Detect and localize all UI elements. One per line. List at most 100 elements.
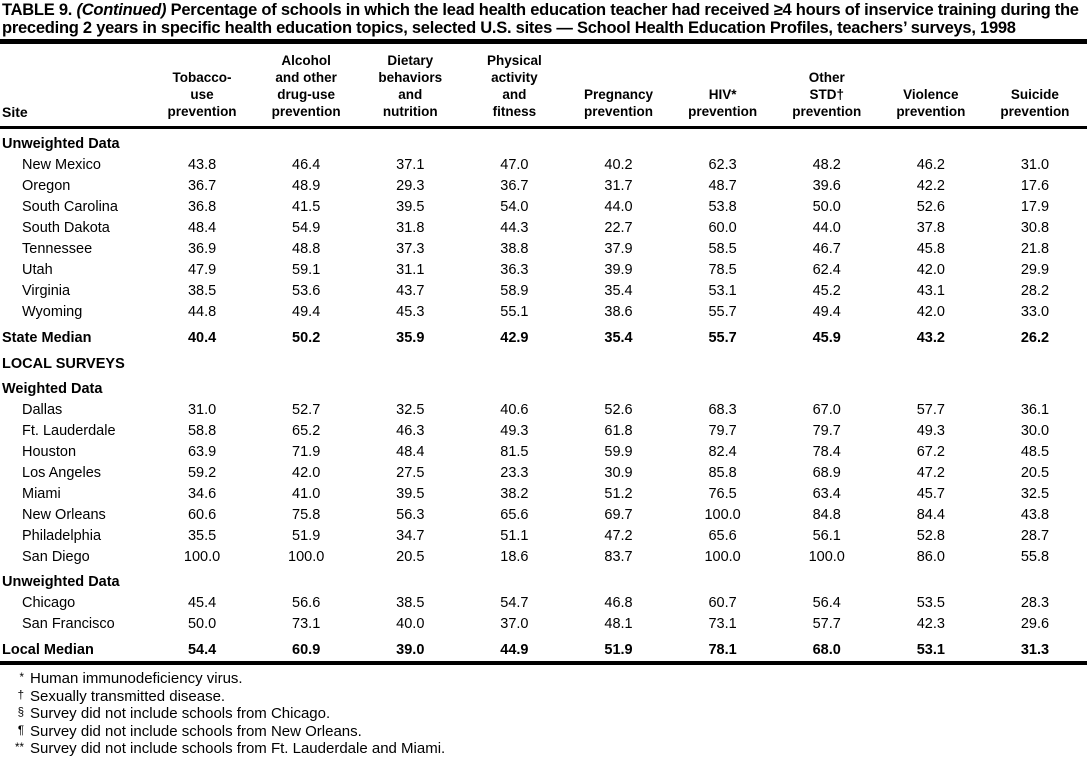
value-cell: 100.0	[704, 506, 741, 523]
column-header: Alcohol and other drug-use prevention	[254, 44, 359, 129]
value-cell: 59.1	[292, 261, 321, 278]
value-cell: 73.1	[292, 615, 321, 632]
value-cell: 65.6	[500, 506, 529, 523]
value-cell: 38.6	[604, 303, 633, 320]
footnote: ** Survey did not include schools from Ft…	[0, 740, 1085, 758]
value-cell: 42.0	[916, 261, 945, 278]
value-cell: 53.1	[708, 282, 737, 299]
value-cell: 35.4	[604, 282, 633, 299]
value-cell: 57.7	[916, 401, 945, 418]
value-cell: 58.5	[708, 240, 737, 257]
value-cell: 28.3	[1020, 594, 1050, 611]
table-row: Philadelphia 35.5 51.9 34.7 51.1 47.2 65.6 56.1…	[0, 525, 1087, 546]
table-row: Chicago 45.4 56.6 38.5 54.7 46.8 60.7 56.4 53.5 2…	[0, 592, 1087, 613]
value-cell: 42.3	[916, 615, 945, 632]
table-row: Oregon 36.7 48.9 29.3 36.7 31.7 48.7 39.6 42.2 17…	[0, 175, 1087, 196]
site-column-header: Site	[0, 44, 150, 129]
value-cell: 38.8	[500, 240, 529, 257]
value-cell: 78.4	[812, 443, 841, 460]
value-cell: 31.0	[187, 401, 217, 418]
value-cell: 42.9	[500, 330, 529, 346]
site-cell: New Orleans	[22, 506, 106, 523]
section-label: Unweighted Data	[2, 574, 120, 590]
value-cell: 44.0	[812, 219, 841, 236]
footnote-marker: †	[17, 689, 24, 702]
value-cell: 50.0	[812, 198, 841, 215]
value-cell: 46.2	[916, 156, 945, 173]
section-label: LOCAL SURVEYS	[2, 356, 125, 372]
value-cell: 75.8	[292, 506, 321, 523]
footnote-text: Survey did not include schools from Chic…	[30, 705, 331, 722]
value-cell: 35.9	[396, 330, 425, 346]
value-cell: 31.3	[1020, 642, 1050, 658]
site-cell: Local Median	[2, 642, 94, 658]
value-cell: 48.7	[708, 177, 737, 194]
value-cell: 42.0	[292, 464, 321, 481]
value-cell: 69.7	[604, 506, 633, 523]
site-cell: San Francisco	[22, 615, 115, 632]
value-cell: 65.6	[708, 527, 737, 544]
value-cell: 48.4	[396, 443, 425, 460]
site-cell: New Mexico	[22, 156, 101, 173]
value-cell: 28.7	[1020, 527, 1050, 544]
value-cell: 39.0	[396, 642, 425, 658]
value-cell: 36.1	[1020, 401, 1050, 418]
table-row: Virginia 38.5 53.6 43.7 58.9 35.4 53.1 45.2 43.1…	[0, 280, 1087, 301]
table-row: San Diego 100.0 100.0 20.5 18.6 83.7 100.0 100.…	[0, 546, 1087, 567]
value-cell: 34.7	[396, 527, 425, 544]
value-cell: 54.7	[500, 594, 529, 611]
value-cell: 63.4	[812, 485, 841, 502]
site-cell: Tennessee	[22, 240, 93, 257]
value-cell: 73.1	[708, 615, 737, 632]
value-cell: 37.1	[396, 156, 425, 173]
value-cell: 83.7	[604, 548, 633, 565]
value-cell: 55.7	[708, 303, 737, 320]
table-caption: Percentage of schools in which the lead …	[2, 1, 1079, 37]
value-cell: 100.0	[808, 548, 845, 565]
value-cell: 55.1	[500, 303, 529, 320]
table-body: Unweighted Data New Mexico 43.8 46.4 37.1 47.…	[0, 128, 1087, 662]
table-number: TABLE 9.	[2, 1, 73, 19]
value-cell: 50.2	[292, 330, 321, 346]
value-cell: 43.1	[916, 282, 945, 299]
value-cell: 84.4	[916, 506, 945, 523]
site-cell: Oregon	[22, 177, 71, 194]
footnote-text: Survey did not include schools from New …	[30, 722, 362, 740]
value-cell: 50.0	[187, 615, 217, 632]
value-cell: 18.6	[500, 548, 529, 565]
value-cell: 48.5	[1020, 443, 1050, 460]
value-cell: 39.5	[396, 485, 425, 502]
table-row: Wyoming 44.8 49.4 45.3 55.1 38.6 55.7 49.4 42.0 3…	[0, 301, 1087, 322]
value-cell: 17.9	[1020, 198, 1050, 215]
value-cell: 39.9	[604, 261, 633, 278]
value-cell: 20.5	[396, 548, 425, 565]
value-cell: 56.6	[292, 594, 321, 611]
value-cell: 35.4	[604, 330, 633, 346]
value-cell: 31.0	[1020, 156, 1050, 173]
value-cell: 17.6	[1020, 177, 1050, 194]
title-divider-rule	[0, 39, 1087, 44]
table-row: Los Angeles 59.2 42.0 27.5 23.3 30.9 85.8 68.9 4…	[0, 462, 1087, 483]
site-cell: Utah	[22, 261, 53, 278]
footnote-text: Survey did not include schools from Ft. …	[30, 740, 446, 757]
value-cell: 100.0	[288, 548, 325, 565]
value-cell: 31.1	[396, 261, 425, 278]
value-cell: 45.7	[916, 485, 945, 502]
table-row: Miami 34.6 41.0 39.5 38.2 51.2 76.5 63.4 45.7 32.…	[0, 483, 1087, 504]
value-cell: 55.8	[1020, 548, 1050, 565]
value-cell: 47.2	[916, 464, 945, 481]
value-cell: 39.5	[396, 198, 425, 215]
section-row: Unweighted Data	[0, 128, 1087, 155]
value-cell: 42.2	[916, 177, 945, 194]
column-header: Pregnancy prevention	[566, 44, 671, 129]
table-row: New Orleans 60.6 75.8 56.3 65.6 69.7 100.0 84.8…	[0, 504, 1087, 525]
value-cell: 56.3	[396, 506, 425, 523]
table-continued-note: (Continued)	[76, 1, 167, 19]
value-cell: 53.6	[292, 282, 321, 299]
column-header: Suicide prevention	[982, 44, 1087, 129]
value-cell: 53.5	[916, 594, 945, 611]
table-row: Dallas 31.0 52.7 32.5 40.6 52.6 68.3 67.0 57.7 36…	[0, 399, 1087, 420]
value-cell: 54.9	[292, 219, 321, 236]
value-cell: 46.3	[396, 422, 425, 439]
section-label: Unweighted Data	[2, 136, 120, 152]
